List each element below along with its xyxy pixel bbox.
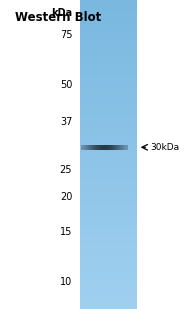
Text: 25: 25 [60, 165, 72, 175]
Text: kDa: kDa [51, 8, 72, 18]
Text: Western Blot: Western Blot [15, 11, 101, 24]
Text: 10: 10 [60, 277, 72, 287]
Text: 20: 20 [60, 192, 72, 202]
Text: 30kDa: 30kDa [150, 143, 179, 152]
Text: 15: 15 [60, 227, 72, 237]
Text: 37: 37 [60, 116, 72, 127]
Text: 50: 50 [60, 80, 72, 90]
Text: 75: 75 [60, 30, 72, 40]
